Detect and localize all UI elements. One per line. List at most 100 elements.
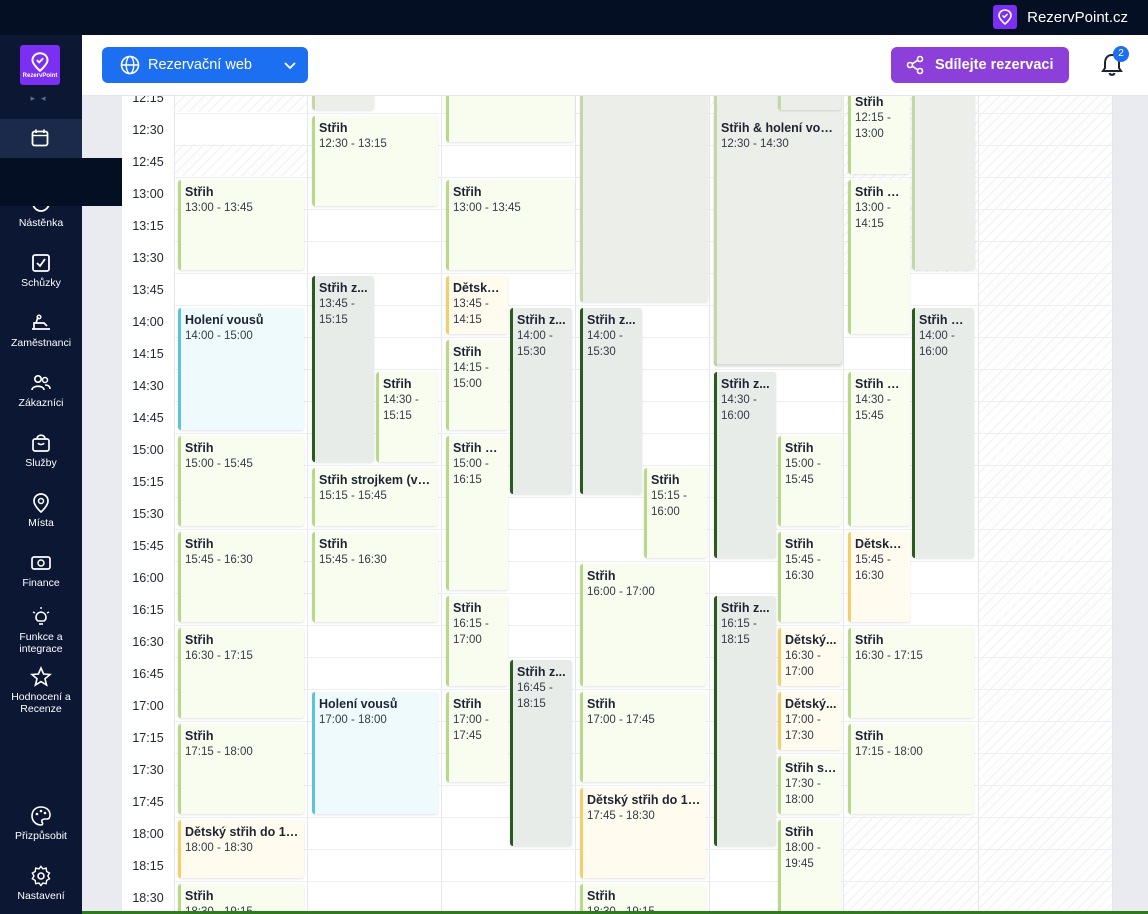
appointment[interactable]: Střih 13:00 - 13:45 xyxy=(178,180,304,270)
appointment[interactable]: Střih 16:00 - 17:00 xyxy=(580,564,706,686)
appointment[interactable]: Střih z... 13:45 - 15:15 xyxy=(312,276,374,462)
appointment[interactable] xyxy=(312,96,374,110)
sidebar-item-settings[interactable]: Nastavení xyxy=(0,865,82,902)
sidebar-item-services[interactable]: Služby xyxy=(0,432,82,469)
appointment[interactable]: Střih 15:15 - 16:00 xyxy=(644,468,707,558)
appointment-time: 12:15 - 13:00 xyxy=(855,112,891,140)
calendar-column xyxy=(174,96,308,914)
appointment[interactable]: Střih z... 14:30 - 16:00 xyxy=(714,372,776,558)
appointment[interactable]: Střih 16:15 - 17:00 xyxy=(446,596,508,686)
appointment[interactable]: Střih 15:45 - 16:30 xyxy=(778,532,841,622)
appointment-title: Střih xyxy=(855,96,884,109)
appointment[interactable]: Střih z... 16:45 - 18:15 xyxy=(510,660,572,846)
chevron-down-icon[interactable] xyxy=(282,57,298,73)
appointment-time: 17:00 - 17:45 xyxy=(453,714,489,742)
time-label: 16:45 xyxy=(132,667,164,681)
appointment-title: Dětský střih do 10... xyxy=(185,825,300,839)
appointment-time: 16:30 - 17:15 xyxy=(855,650,923,662)
appointment-time: 14:00 - 15:30 xyxy=(587,330,623,358)
appointment-title: Dětský střih do 10... xyxy=(587,793,702,807)
sidebar-item-integrations[interactable]: Funkce a integrace xyxy=(0,606,82,655)
appointment[interactable]: Dětský... 16:30 - 17:00 xyxy=(778,628,841,686)
appointment-time: 15:45 - 16:30 xyxy=(785,554,821,582)
appointment-time: 17:45 - 18:30 xyxy=(587,810,655,822)
appointment[interactable]: Holení vousů 17:00 - 18:00 xyxy=(312,692,438,814)
appointment[interactable]: Střih 14:15 - 15:00 xyxy=(446,340,508,430)
appointment-title: Střih xyxy=(185,633,214,647)
appointment[interactable]: Střih st... 14:30 - 15:45 xyxy=(848,372,910,526)
time-label: 17:00 xyxy=(132,699,164,713)
appointment[interactable]: Střih 12:15 - 13:00 xyxy=(848,96,910,174)
sidebar-item-label: Finance xyxy=(22,577,60,589)
sidebar-item-customers[interactable]: Zákazníci xyxy=(0,372,82,409)
appointment[interactable] xyxy=(580,96,708,302)
appointment[interactable]: Střih 17:00 - 17:45 xyxy=(446,692,508,782)
appointment[interactable]: Holení vousů 14:00 - 15:00 xyxy=(178,308,304,430)
appointment[interactable]: Střih 16:30 - 17:15 xyxy=(178,628,304,718)
sidebar-item-customize[interactable]: Přizpůsobit xyxy=(0,805,82,842)
logo-pin-icon xyxy=(31,51,49,72)
appointment[interactable]: Dětský... 13:45 - 14:15 xyxy=(446,276,508,334)
appointment[interactable]: Střih z... 16:15 - 18:15 xyxy=(714,596,776,846)
appointment[interactable]: Střih 17:15 - 18:00 xyxy=(178,724,304,814)
appointment[interactable]: Střih & ... 13:00 - 14:15 xyxy=(848,180,910,334)
appointment[interactable]: Dětský střih do 10... 17:45 - 18:30 xyxy=(580,788,706,878)
reservation-web-button[interactable]: Rezervační web xyxy=(102,47,308,83)
brand[interactable]: RezervPoint.cz xyxy=(993,4,1128,30)
calendar-column xyxy=(576,96,710,914)
appointment-time: 14:00 - 15:00 xyxy=(185,330,253,342)
sidebar-item-finance[interactable]: Finance xyxy=(0,552,82,589)
appointment[interactable]: Střih st... 17:30 - 18:00 xyxy=(778,756,841,814)
appointment[interactable] xyxy=(446,96,574,142)
time-label: 15:15 xyxy=(132,475,164,489)
sidebar-item-locations[interactable]: Místa xyxy=(0,492,82,529)
sidebar-item-label: Nástěnka xyxy=(18,217,64,229)
appointment[interactable]: Střih 15:00 - 15:45 xyxy=(778,436,841,526)
time-label: 16:15 xyxy=(132,603,164,617)
appointment-time: 16:15 - 17:00 xyxy=(453,618,489,646)
appointment[interactable]: Střih 17:00 - 17:45 xyxy=(580,692,706,782)
appointment[interactable]: Střih & ... 15:00 - 16:15 xyxy=(446,436,508,590)
time-label: 18:30 xyxy=(132,891,164,905)
header: Rezervační web Sdílejte rezervaci 2 xyxy=(82,35,1148,96)
sidebar-item-appointments[interactable]: Schůzky xyxy=(0,252,82,289)
time-label: 13:00 xyxy=(132,187,164,201)
appointment[interactable]: Střih 18:30 - 19:15 xyxy=(580,884,706,914)
sidebar-item-label: Funkce a integrace xyxy=(19,631,63,655)
appointment[interactable]: Střih 15:45 - 16:30 xyxy=(178,532,304,622)
appointment[interactable]: Střih strojkem (vý... 15:15 - 15:45 xyxy=(312,468,438,526)
appointment[interactable]: Střih 16:30 - 17:15 xyxy=(848,628,974,718)
appointment-time: 16:30 - 17:15 xyxy=(185,650,253,662)
appointment[interactable]: Střih 18:30 - 19:15 xyxy=(178,884,304,914)
appointment[interactable] xyxy=(778,96,841,110)
appointment[interactable]: Střih & ... 14:00 - 16:00 xyxy=(912,308,974,558)
sidebar-logo[interactable]: RezervPoint xyxy=(20,45,60,85)
appointment[interactable]: Dětský... 15:45 - 16:30 xyxy=(848,532,910,622)
appointment[interactable]: Střih 12:30 - 13:15 xyxy=(312,116,438,206)
grid-line xyxy=(122,881,1113,882)
collapse-toggle-icon[interactable]: ▸◂ xyxy=(30,93,52,103)
sidebar-item-reviews[interactable]: Hodnocení a Recenze xyxy=(0,666,82,715)
appointment[interactable]: Střih 13:00 - 13:45 xyxy=(446,180,574,270)
appointment[interactable]: Střih & holení vou... 12:30 - 14:30 xyxy=(714,116,842,364)
appointment[interactable]: Dětský... 17:00 - 17:30 xyxy=(778,692,841,750)
appointment[interactable] xyxy=(912,96,975,270)
appointment[interactable]: Střih z... 14:00 - 15:30 xyxy=(510,308,572,494)
appointment-time: 13:45 - 15:15 xyxy=(319,298,355,326)
time-label: 15:45 xyxy=(132,539,164,553)
appointment-title: Střih st... xyxy=(855,377,906,391)
appointment[interactable]: Střih 17:15 - 18:00 xyxy=(848,724,974,814)
appointment[interactable]: Dětský střih do 10... 18:00 - 18:30 xyxy=(178,820,304,878)
sidebar-item-label: Zaměstnanci xyxy=(10,337,72,349)
sidebar-item-employees[interactable]: Zaměstnanci xyxy=(0,312,82,349)
appointment[interactable]: Střih z... 14:00 - 15:30 xyxy=(580,308,642,494)
appointment[interactable]: Střih 14:30 - 15:15 xyxy=(376,372,438,462)
appointment-title: Střih xyxy=(185,889,214,903)
share-reservation-button[interactable]: Sdílejte rezervaci xyxy=(891,47,1069,83)
appointment[interactable]: Střih 18:00 - 19:45 xyxy=(778,820,841,914)
sidebar-item-calendar[interactable] xyxy=(0,119,82,159)
appointment-title: Střih xyxy=(785,537,814,551)
appointment-time: 17:15 - 18:00 xyxy=(185,746,253,758)
appointment[interactable]: Střih 15:00 - 15:45 xyxy=(178,436,304,526)
appointment[interactable]: Střih 15:45 - 16:30 xyxy=(312,532,438,622)
